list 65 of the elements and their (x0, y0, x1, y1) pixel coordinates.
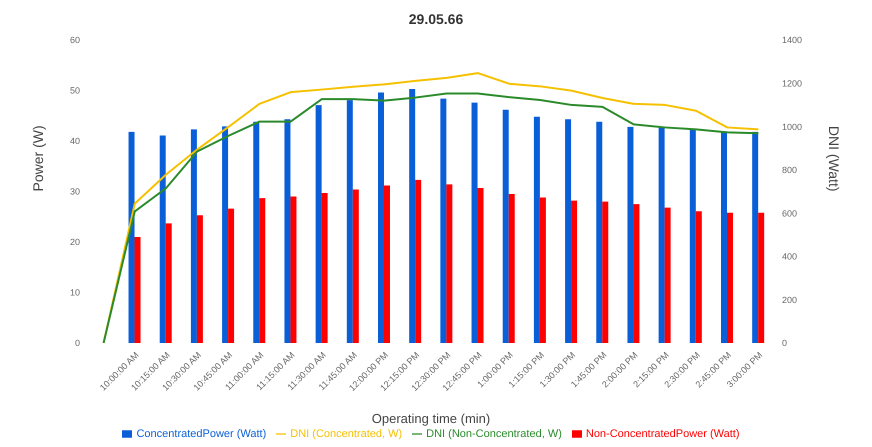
bar (196, 215, 203, 343)
y2-tick-label: 600 (782, 208, 798, 218)
bar (259, 198, 266, 343)
bar (478, 188, 484, 343)
bar (658, 126, 665, 343)
bar (502, 110, 509, 343)
bar (290, 196, 296, 343)
y2-tick-label: 200 (782, 294, 798, 305)
legend-label: DNI (Concentrated, W) (290, 428, 402, 440)
bar (284, 119, 290, 343)
bar (720, 131, 727, 343)
bar (696, 211, 702, 343)
y-axis-title: Power (W) (30, 125, 46, 192)
bar (409, 88, 416, 343)
bar (602, 202, 608, 343)
y-tick-label: 0 (74, 338, 80, 348)
bar (571, 200, 578, 343)
bar (472, 102, 478, 343)
y2-tick-label: 1200 (782, 78, 802, 88)
bar (758, 212, 764, 343)
y-tick-label: 60 (70, 35, 80, 46)
bar (627, 126, 634, 343)
y2-tick-label: 800 (782, 165, 798, 176)
bar (565, 119, 572, 343)
bar (134, 236, 141, 343)
bar (440, 98, 446, 343)
bar (726, 212, 733, 343)
bar (534, 116, 540, 343)
y2-tick-label: 400 (782, 252, 798, 262)
bar (128, 132, 135, 343)
legend-label: Non-ConcentratedPower (Watt) (586, 428, 740, 440)
bar (166, 223, 172, 343)
bar (596, 122, 602, 343)
bar (508, 194, 515, 343)
y2-tick-label: 1400 (782, 35, 802, 46)
bar (540, 198, 546, 343)
y-tick-label: 40 (70, 136, 80, 146)
bar (352, 189, 359, 343)
bar (253, 122, 260, 343)
bar (316, 105, 322, 343)
y-tick-label: 30 (70, 186, 80, 197)
legend-label: ConcentratedPower (Watt) (136, 428, 266, 440)
bar (346, 100, 353, 343)
bar (384, 185, 390, 343)
y-tick-label: 20 (70, 237, 80, 248)
y2-axis-title: DNI (Watt) (826, 126, 842, 192)
y-tick-label: 10 (70, 288, 80, 298)
bar (690, 129, 696, 343)
bar (228, 208, 234, 343)
bar (160, 135, 166, 343)
bar (190, 129, 197, 343)
bar (633, 204, 640, 343)
legend-label: DNI (Non-Concentrated, W) (426, 428, 562, 440)
bar (664, 208, 671, 343)
bar (222, 126, 228, 343)
chart-title: 29.05.66 (408, 10, 464, 29)
bar (322, 193, 328, 343)
bar (415, 180, 422, 343)
y-tick-label: 50 (70, 86, 80, 96)
y2-tick-label: 1000 (782, 122, 802, 132)
bar (446, 184, 452, 343)
x-axis-title: Operating time (min) (372, 411, 490, 426)
bar (378, 92, 384, 343)
y2-tick-label: 0 (782, 338, 788, 348)
bar (752, 132, 758, 343)
